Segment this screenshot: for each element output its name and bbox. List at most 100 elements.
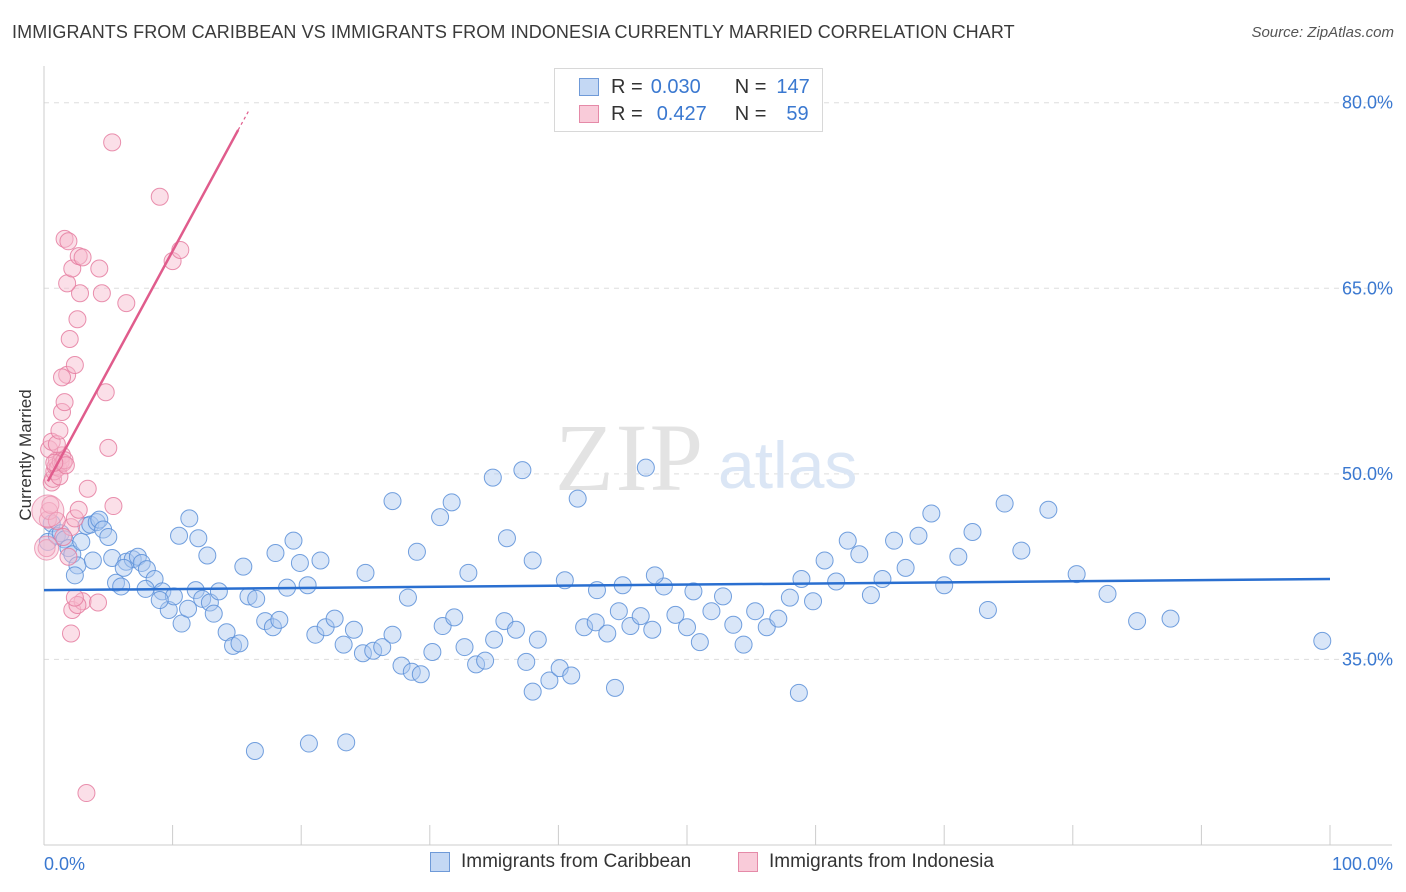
- data-point: [209, 582, 228, 601]
- watermark-zip: ZIP: [555, 404, 705, 511]
- data-point: [483, 468, 502, 487]
- data-point: [568, 489, 587, 508]
- data-point: [631, 607, 650, 626]
- data-point: [922, 504, 941, 523]
- n-value: 147: [776, 75, 810, 98]
- watermark-atlas: atlas: [718, 428, 857, 502]
- data-point: [467, 655, 486, 674]
- data-point: [92, 284, 111, 303]
- data-point: [334, 635, 353, 654]
- data-point: [290, 553, 309, 572]
- data-point: [643, 620, 662, 639]
- data-point: [263, 618, 282, 637]
- data-point: [442, 493, 461, 512]
- data-point: [53, 368, 72, 387]
- legend-row-indonesia: R = 0.427 N = 59: [579, 102, 809, 126]
- data-point: [896, 558, 915, 577]
- data-point: [353, 644, 372, 663]
- legend-row-caribbean: R = 0.030 N = 147: [579, 75, 810, 99]
- y-tick-label: 50.0%: [1342, 464, 1393, 484]
- data-point: [373, 638, 392, 657]
- data-point: [59, 232, 78, 251]
- data-point: [684, 582, 703, 601]
- data-point: [678, 618, 696, 637]
- data-point: [137, 560, 156, 579]
- data-point: [789, 683, 808, 702]
- data-point: [58, 365, 77, 384]
- n-label: N =: [734, 75, 767, 98]
- data-point: [47, 435, 66, 454]
- data-point: [963, 523, 982, 542]
- data-point: [411, 665, 430, 684]
- legend-swatch-indonesia: [738, 852, 758, 872]
- data-point: [104, 497, 123, 516]
- data-point: [780, 588, 799, 607]
- data-point: [586, 613, 605, 632]
- data-point: [714, 587, 733, 606]
- data-point: [180, 509, 199, 528]
- data-point: [71, 284, 90, 303]
- data-point: [60, 330, 79, 349]
- data-point: [423, 643, 442, 662]
- data-point: [598, 624, 617, 643]
- data-point-cluster: [34, 535, 60, 561]
- data-point: [873, 570, 892, 589]
- data-point: [159, 600, 178, 619]
- r-label: R =: [611, 102, 643, 125]
- legend-item-indonesia: Immigrants from Indonesia: [738, 851, 994, 873]
- data-point: [90, 259, 109, 278]
- data-point: [1161, 609, 1180, 628]
- data-point: [245, 741, 264, 760]
- data-point: [65, 588, 84, 607]
- data-point: [311, 551, 330, 570]
- data-point: [1039, 500, 1058, 519]
- data-point: [65, 356, 84, 375]
- data-point: [485, 630, 504, 649]
- data-point: [172, 614, 191, 633]
- y-tick-label: 35.0%: [1342, 649, 1393, 669]
- data-point: [850, 545, 869, 564]
- data-point: [540, 671, 559, 690]
- data-point: [804, 592, 823, 611]
- legend-swatch-pink: [579, 105, 599, 123]
- data-point: [431, 508, 450, 527]
- data-point: [935, 576, 954, 595]
- data-point: [230, 634, 249, 653]
- data-point: [1128, 612, 1147, 631]
- data-point: [78, 479, 97, 498]
- data-point: [325, 609, 344, 628]
- source-label: Source: ZipAtlas.com: [1251, 24, 1394, 41]
- watermark: ZIP atlas: [555, 404, 857, 511]
- data-point: [506, 620, 525, 639]
- data-point: [55, 393, 74, 412]
- data-point: [978, 600, 997, 619]
- data-point: [1012, 541, 1031, 560]
- y-tick-label: 80.0%: [1342, 93, 1393, 113]
- data-point: [77, 784, 96, 803]
- data-point: [62, 624, 81, 643]
- data-point: [344, 620, 363, 639]
- data-point: [114, 558, 133, 577]
- data-point: [827, 572, 846, 591]
- data-point: [234, 557, 253, 576]
- data-point: [41, 495, 60, 514]
- data-point: [54, 527, 73, 546]
- data-point: [455, 638, 474, 657]
- data-point: [65, 509, 84, 528]
- data-point: [636, 458, 655, 477]
- data-point: [284, 531, 303, 550]
- data-point: [645, 566, 664, 585]
- data-point: [68, 310, 87, 329]
- legend-label-caribbean: Immigrants from Caribbean: [461, 851, 692, 872]
- data-point: [885, 531, 904, 550]
- data-point: [746, 602, 765, 621]
- r-label: R =: [611, 75, 643, 98]
- legend-label-indonesia: Immigrants from Indonesia: [769, 851, 994, 872]
- data-point: [72, 532, 91, 551]
- data-point: [50, 421, 69, 440]
- data-point-cluster: [31, 494, 65, 528]
- data-point: [690, 633, 709, 652]
- trend-lines: [43, 108, 1331, 592]
- data-point: [769, 609, 788, 628]
